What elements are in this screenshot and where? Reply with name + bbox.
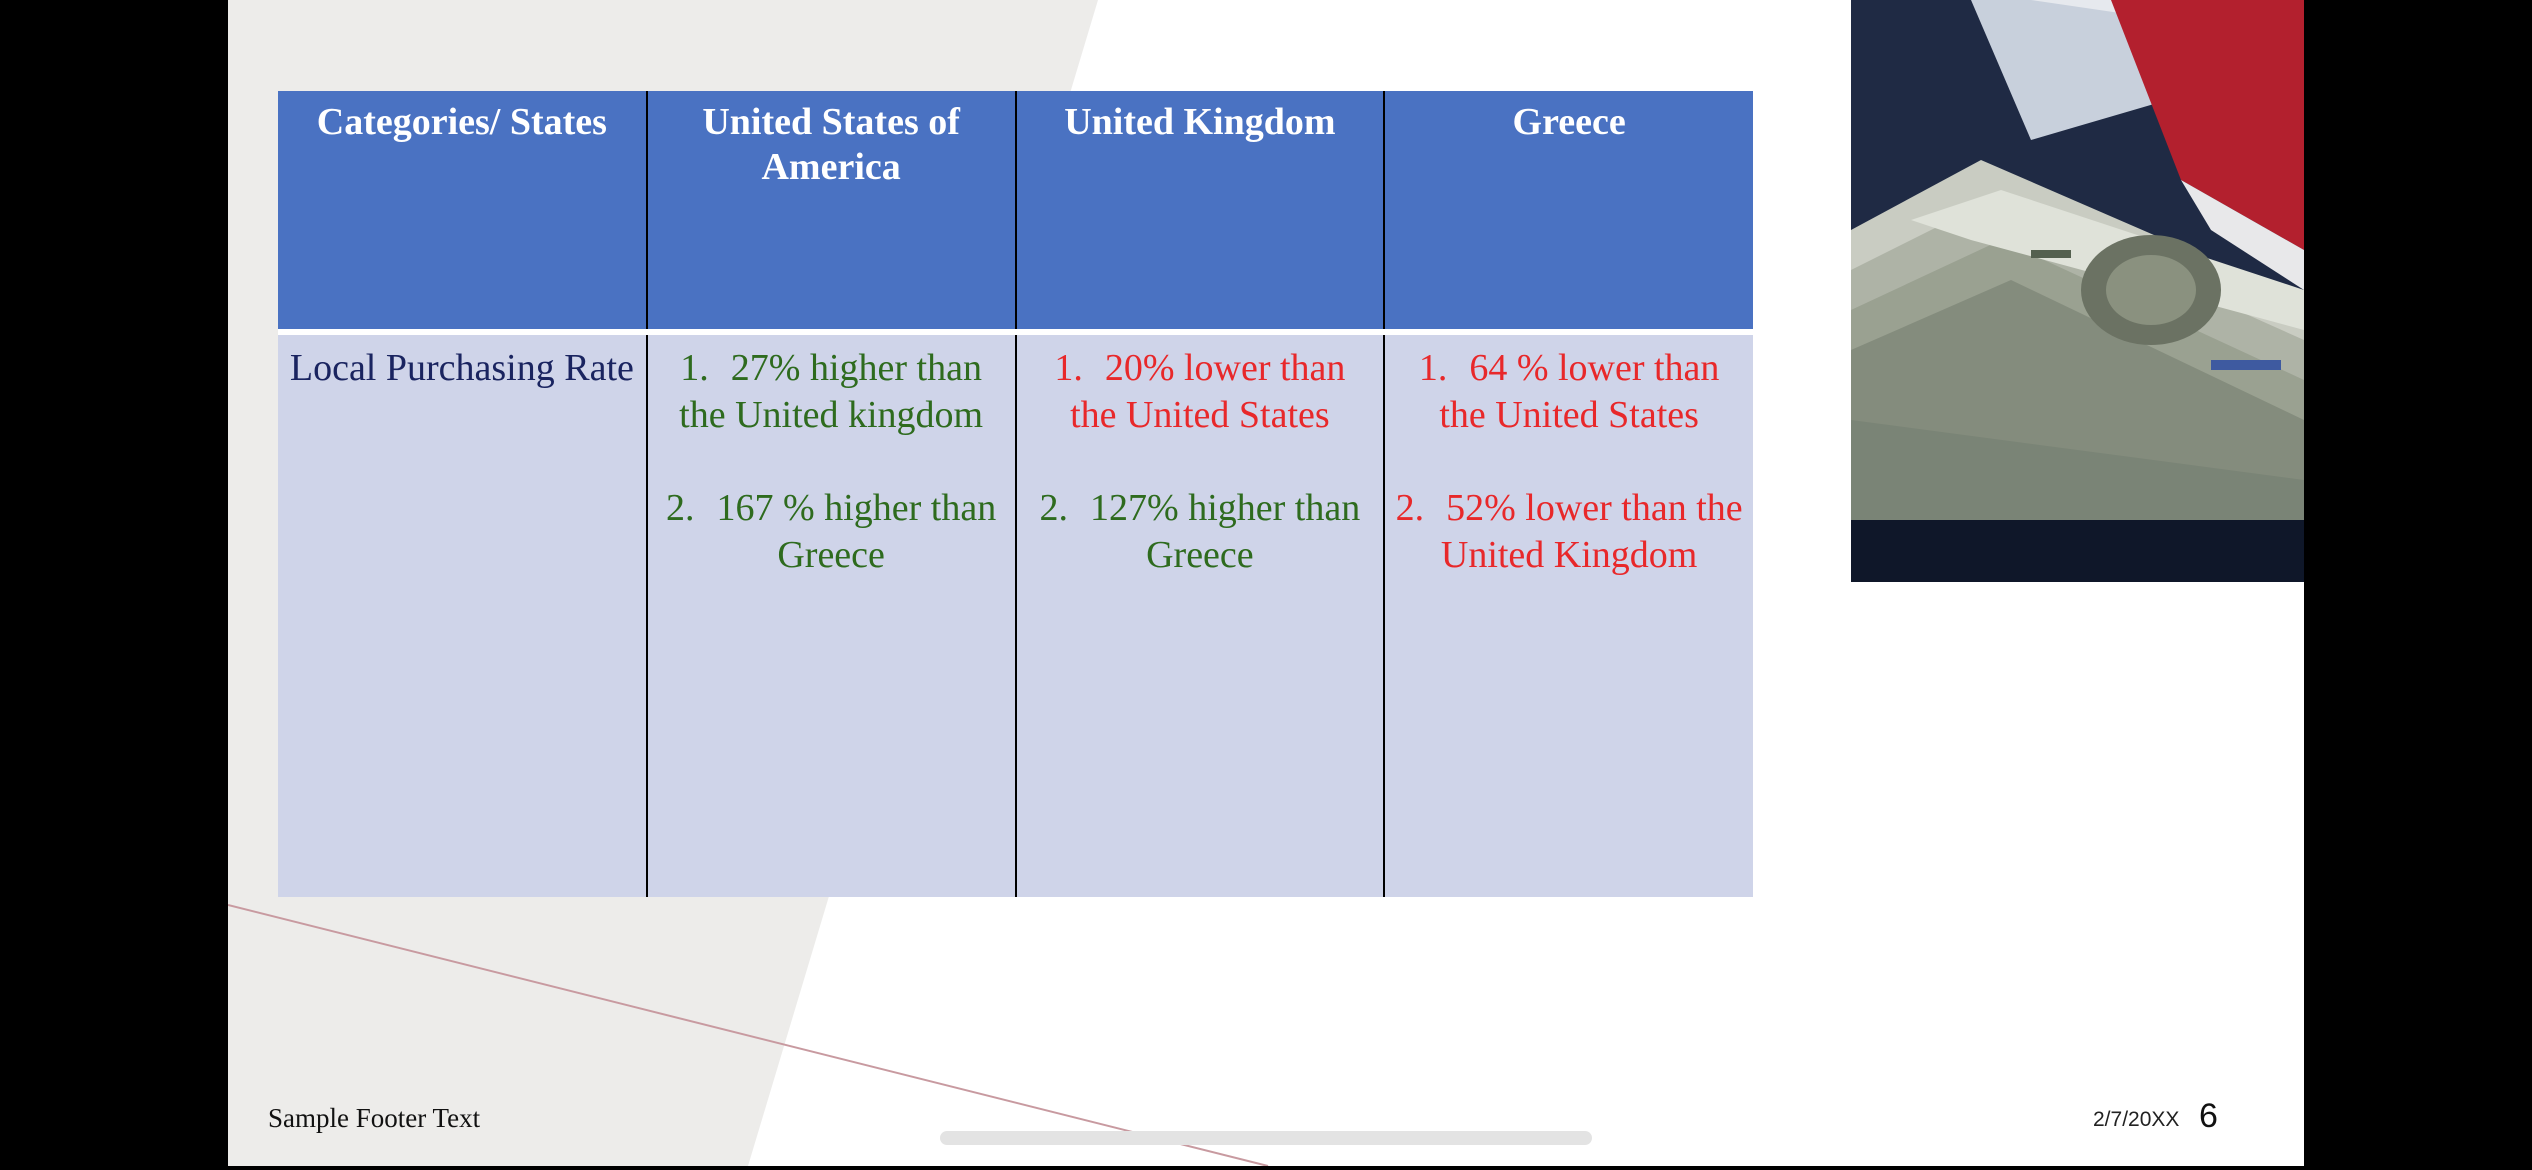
money-flag-photo	[1851, 0, 2304, 582]
comparison-table: Categories/ States United States of Amer…	[278, 91, 1753, 897]
list-item-text: 64 % lower than the United States	[1439, 347, 1720, 436]
cell-uk: 1. 20% lower than the United States 2. 127…	[1014, 332, 1385, 897]
slide: Categories/ States United States of Amer…	[228, 0, 2304, 1166]
list-item: 2. 167 % higher than Greece	[658, 485, 1005, 579]
cell-category: Local Purchasing Rate	[278, 332, 647, 897]
list-number: 1.	[1418, 347, 1448, 389]
list-item-text: 20% lower than the United States	[1070, 347, 1346, 436]
header-greece: Greece	[1383, 91, 1753, 335]
list-number: 2.	[1039, 487, 1069, 529]
table-row: Local Purchasing Rate 1. 27% higher than …	[278, 332, 1753, 897]
list-item: 1. 20% lower than the United States	[1027, 345, 1374, 439]
footer-date: 2/7/20XX	[2093, 1108, 2180, 1131]
list-item-text: 27% higher than the United kingdom	[679, 347, 984, 436]
list-number: 2.	[1395, 487, 1425, 529]
footer-text: Sample Footer Text	[268, 1103, 481, 1133]
list-item: 2. 52% lower than the United Kingdom	[1395, 485, 1743, 579]
list-item: 2. 127% higher than Greece	[1027, 485, 1374, 579]
list-number: 1.	[680, 347, 709, 389]
table-header-row: Categories/ States United States of Amer…	[278, 91, 1753, 335]
list-item-text: 167 % higher than Greece	[716, 487, 997, 576]
uk-list: 1. 20% lower than the United States 2. 127…	[1027, 345, 1374, 579]
page-number: 6	[2199, 1097, 2218, 1135]
list-item-text: 52% lower than the United Kingdom	[1440, 487, 1743, 576]
list-item: 1. 64 % lower than the United States	[1395, 345, 1743, 439]
cell-usa: 1. 27% higher than the United kingdom 2. 1…	[645, 332, 1016, 897]
home-indicator-bar[interactable]	[940, 1131, 1592, 1145]
list-item: 1. 27% higher than the United kingdom	[658, 345, 1005, 439]
header-categories: Categories/ States	[278, 91, 647, 335]
list-item-text: 127% higher than Greece	[1090, 487, 1361, 576]
usa-list: 1. 27% higher than the United kingdom 2. 1…	[658, 345, 1005, 579]
header-usa: United States of America	[645, 91, 1016, 335]
list-number: 2.	[666, 487, 695, 529]
list-number: 1.	[1054, 347, 1083, 389]
header-uk: United Kingdom	[1014, 91, 1385, 335]
greece-list: 1. 64 % lower than the United States 2. 52…	[1395, 345, 1743, 579]
cell-greece: 1. 64 % lower than the United States 2. 52…	[1383, 332, 1753, 897]
